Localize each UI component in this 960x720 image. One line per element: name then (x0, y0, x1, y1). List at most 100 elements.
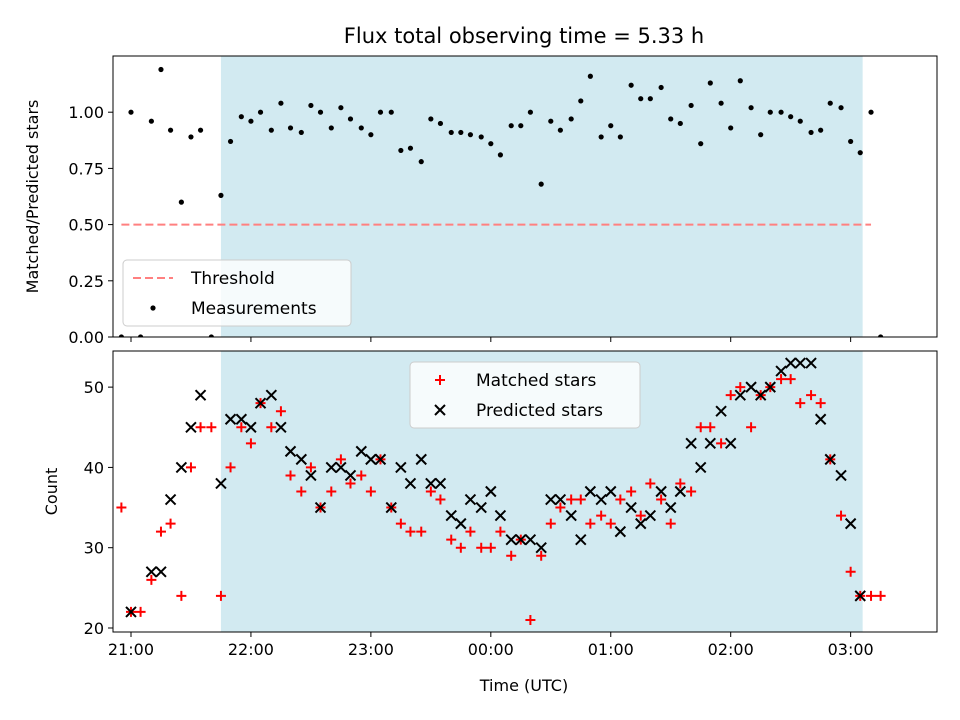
data-point (625, 501, 637, 514)
data-point (395, 518, 406, 529)
y-tick-label: 30 (84, 539, 104, 558)
data-point (794, 357, 806, 369)
data-point (377, 109, 384, 115)
data-point (266, 422, 277, 433)
data-point (425, 486, 436, 497)
data-point (527, 109, 533, 115)
data-point (167, 127, 174, 133)
data-point (176, 590, 187, 601)
data-point (464, 493, 477, 506)
data-point (866, 590, 877, 601)
data-point (208, 334, 214, 337)
data-point (815, 398, 826, 409)
data-point (767, 109, 773, 115)
data-point (137, 334, 144, 337)
data-point (674, 485, 687, 498)
data-point (746, 422, 757, 433)
data-point (495, 526, 506, 537)
data-point (758, 132, 764, 138)
data-point (658, 84, 664, 91)
data-point (808, 129, 814, 136)
data-point (374, 453, 387, 466)
data-point (437, 120, 444, 127)
data-point (635, 517, 647, 530)
data-point (728, 125, 734, 131)
data-point (326, 486, 337, 497)
data-point (818, 127, 824, 133)
data-point (434, 477, 447, 490)
data-point (587, 73, 593, 79)
data-point (725, 390, 736, 401)
data-point (125, 606, 137, 618)
data-point (446, 534, 457, 545)
y-tick-label: 0.00 (68, 328, 104, 347)
data-point (554, 493, 567, 506)
data-point (347, 116, 354, 122)
data-point (178, 199, 184, 205)
series-matched-stars (116, 374, 886, 625)
data-point (305, 469, 317, 482)
data-point (298, 129, 304, 136)
y-tick-label: 0.75 (68, 159, 104, 178)
data-point (538, 181, 544, 187)
legend-marker (435, 375, 445, 385)
data-point (764, 381, 776, 393)
data-point (175, 461, 188, 474)
data-point (565, 509, 577, 522)
data-point (665, 501, 677, 514)
data-point (165, 518, 176, 529)
data-point (206, 422, 217, 433)
data-point (776, 374, 787, 385)
data-point (647, 96, 653, 102)
data-point (478, 134, 484, 140)
data-point (317, 109, 324, 115)
data-point (398, 147, 404, 154)
data-point (435, 494, 446, 505)
data-point (485, 542, 496, 553)
x-tick-label: 02:00 (708, 640, 754, 659)
data-point (195, 422, 206, 433)
data-point (146, 574, 157, 585)
y-axis-label: Matched/Predicted stars (23, 100, 42, 294)
data-point (345, 478, 356, 489)
data-point (238, 114, 244, 120)
data-point (644, 509, 657, 522)
x-tick-label: 21:00 (108, 640, 154, 659)
legend-marker (434, 404, 446, 416)
data-point (335, 454, 346, 465)
data-point (668, 116, 674, 122)
legend-box (122, 259, 352, 327)
data-point (775, 365, 787, 377)
data-point (476, 542, 487, 553)
legend-label: Predicted stars (476, 401, 603, 421)
data-point (868, 109, 874, 115)
data-point (568, 116, 574, 122)
data-point (677, 120, 683, 127)
data-point (448, 129, 454, 136)
data-point (838, 105, 844, 111)
data-point (875, 590, 886, 601)
data-point (536, 550, 547, 561)
x-tick-label: 22:00 (228, 640, 274, 659)
data-point (275, 421, 287, 433)
data-point (248, 118, 254, 124)
data-point (615, 494, 626, 505)
data-point (197, 127, 204, 133)
data-point (155, 566, 167, 578)
legend: Threshold Measurements (122, 259, 352, 327)
data-point (617, 134, 623, 140)
data-point (308, 102, 314, 109)
data-point (525, 614, 536, 625)
data-point (688, 102, 694, 109)
data-point (215, 477, 227, 490)
data-point (698, 141, 704, 147)
data-point (704, 437, 717, 450)
data-point (385, 501, 397, 514)
data-point (338, 105, 344, 111)
data-point (848, 138, 854, 145)
data-point (595, 493, 607, 506)
data-point (724, 437, 737, 450)
data-point (236, 422, 247, 433)
data-point (485, 485, 497, 498)
data-point (596, 510, 607, 521)
